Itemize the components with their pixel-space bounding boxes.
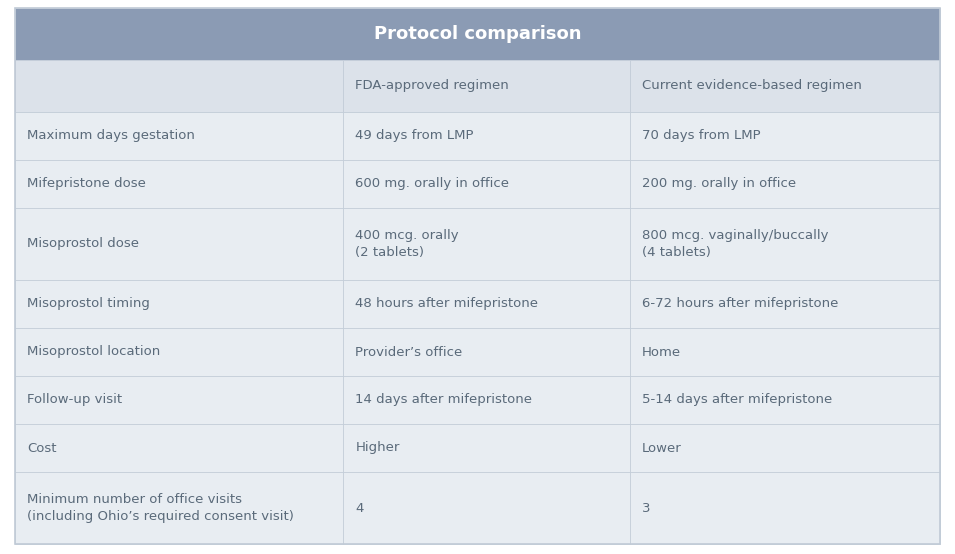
Bar: [15, 280, 344, 328]
Text: Minimum number of office visits
(including Ohio’s required consent visit): Minimum number of office visits (includi…: [27, 493, 294, 523]
Bar: [15, 472, 344, 544]
Text: 6-72 hours after mifepristone: 6-72 hours after mifepristone: [642, 297, 838, 310]
Text: 49 days from LMP: 49 days from LMP: [355, 130, 474, 142]
Text: 400 mcg. orally
(2 tablets): 400 mcg. orally (2 tablets): [355, 229, 459, 259]
Text: 200 mg. orally in office: 200 mg. orally in office: [642, 177, 796, 191]
Bar: [344, 280, 630, 328]
Text: 5-14 days after mifepristone: 5-14 days after mifepristone: [642, 393, 833, 407]
Bar: [15, 112, 344, 160]
Bar: [15, 208, 344, 280]
Text: Current evidence-based regimen: Current evidence-based regimen: [642, 80, 862, 93]
Bar: [344, 112, 630, 160]
Bar: [344, 160, 630, 208]
Bar: [630, 208, 940, 280]
Bar: [15, 376, 344, 424]
Bar: [630, 160, 940, 208]
Text: 800 mcg. vaginally/buccally
(4 tablets): 800 mcg. vaginally/buccally (4 tablets): [642, 229, 829, 259]
Bar: [344, 208, 630, 280]
Bar: [344, 60, 630, 112]
Bar: [344, 424, 630, 472]
Bar: [15, 8, 940, 60]
Bar: [630, 280, 940, 328]
Text: Home: Home: [642, 346, 681, 358]
Text: Mifepristone dose: Mifepristone dose: [27, 177, 146, 191]
Text: 3: 3: [642, 501, 650, 515]
Text: Lower: Lower: [642, 442, 682, 454]
Text: Cost: Cost: [27, 442, 56, 454]
Bar: [344, 376, 630, 424]
Text: Follow-up visit: Follow-up visit: [27, 393, 122, 407]
Bar: [344, 472, 630, 544]
Text: 70 days from LMP: 70 days from LMP: [642, 130, 761, 142]
Text: 4: 4: [355, 501, 364, 515]
Bar: [630, 112, 940, 160]
Bar: [15, 424, 344, 472]
Text: Higher: Higher: [355, 442, 400, 454]
Text: 48 hours after mifepristone: 48 hours after mifepristone: [355, 297, 539, 310]
Text: Maximum days gestation: Maximum days gestation: [27, 130, 195, 142]
Bar: [344, 328, 630, 376]
Bar: [630, 376, 940, 424]
Text: Protocol comparison: Protocol comparison: [373, 25, 582, 43]
Text: 14 days after mifepristone: 14 days after mifepristone: [355, 393, 532, 407]
Text: Misoprostol dose: Misoprostol dose: [27, 238, 139, 250]
Bar: [630, 424, 940, 472]
Bar: [630, 472, 940, 544]
Text: Misoprostol timing: Misoprostol timing: [27, 297, 150, 310]
Bar: [630, 60, 940, 112]
Bar: [15, 60, 344, 112]
Bar: [15, 60, 940, 112]
Text: 600 mg. orally in office: 600 mg. orally in office: [355, 177, 509, 191]
Bar: [15, 160, 344, 208]
Text: FDA-approved regimen: FDA-approved regimen: [355, 80, 509, 93]
Text: Misoprostol location: Misoprostol location: [27, 346, 160, 358]
Bar: [630, 328, 940, 376]
Text: Provider’s office: Provider’s office: [355, 346, 462, 358]
Bar: [15, 328, 344, 376]
